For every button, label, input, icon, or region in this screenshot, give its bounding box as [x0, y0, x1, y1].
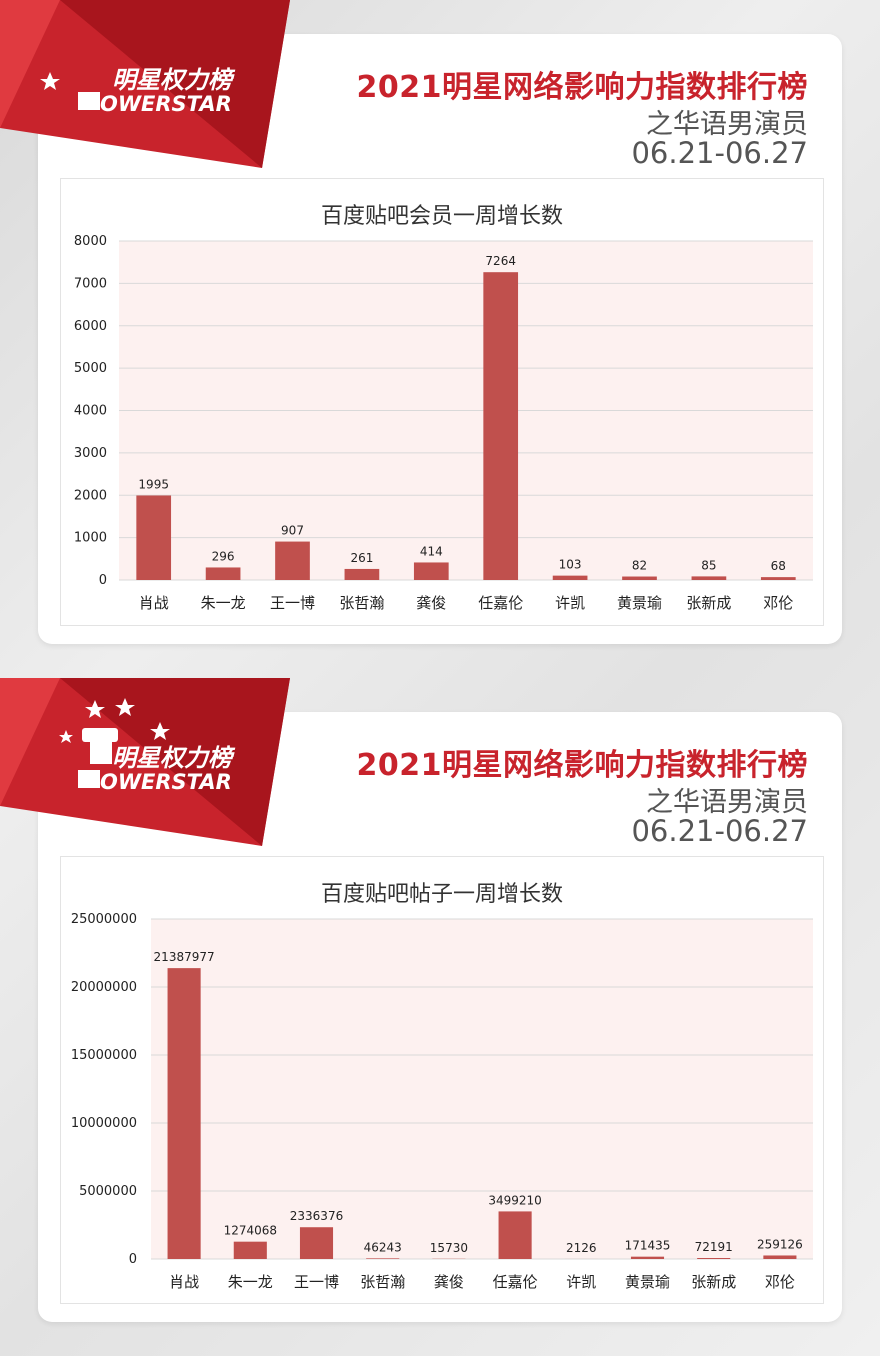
data-label: 296: [212, 549, 235, 563]
chart-box: 百度贴吧会员一周增长数 0 1000 2000 3000 4000 5000 6000 7000…: [60, 178, 824, 626]
data-label: 907: [281, 524, 304, 538]
header-title: 2021明星网络影响力指数排行榜: [356, 748, 808, 783]
header-subtitle: 之华语男演员: [646, 109, 808, 140]
data-label: 82: [632, 559, 647, 573]
y-tick-label: 2000: [74, 488, 107, 503]
bar: [691, 576, 727, 580]
y-tick-label: 15000000: [71, 1048, 137, 1063]
plot-area: [151, 919, 813, 1259]
data-label: 15730: [430, 1241, 468, 1255]
bar: [763, 1255, 797, 1259]
y-tick-label: 20000000: [71, 980, 137, 995]
bar: [552, 575, 588, 580]
category-label: 王一博: [294, 1273, 339, 1291]
bar: [630, 1256, 665, 1259]
data-label: 1995: [138, 477, 169, 491]
chart-title: 百度贴吧帖子一周增长数: [321, 882, 563, 907]
category-label: 龚俊: [434, 1273, 464, 1291]
category-label: 任嘉伦: [478, 594, 523, 612]
bar: [136, 495, 172, 580]
header-subtitle: 之华语男演员: [646, 787, 808, 818]
category-label: 张新成: [691, 1273, 736, 1291]
category-label: 黄景瑜: [617, 594, 662, 612]
y-tick-label: 4000: [74, 404, 107, 419]
data-label: 21387977: [154, 950, 215, 964]
logo-en-text: OWERSTAR: [100, 770, 232, 794]
data-label: 68: [771, 559, 786, 573]
bar: [697, 1258, 731, 1259]
y-tick-label: 8000: [74, 234, 107, 249]
bar: [498, 1211, 532, 1259]
category-label: 邓伦: [763, 594, 793, 612]
category-label: 朱一龙: [201, 594, 246, 612]
category-label: 黄景瑜: [625, 1273, 670, 1291]
data-label: 261: [350, 551, 373, 565]
header-title: 2021明星网络影响力指数排行榜: [356, 70, 808, 105]
y-tick-label: 25000000: [71, 912, 137, 927]
category-label: 朱一龙: [228, 1273, 273, 1291]
powerstar-logo: 明星权力榜 OWERSTAR: [0, 678, 290, 846]
data-label: 414: [420, 544, 443, 558]
bar: [167, 968, 201, 1259]
bar: [205, 567, 241, 580]
category-label: 肖战: [139, 594, 169, 612]
category-label: 许凯: [555, 594, 585, 612]
data-label: 3499210: [488, 1193, 541, 1207]
powerstar-logo: 明星权力榜 OWERSTAR: [0, 0, 290, 168]
y-tick-label: 3000: [74, 446, 107, 461]
y-tick-label: 5000000: [79, 1184, 137, 1199]
category-label: 邓伦: [765, 1273, 795, 1291]
category-label: 张新成: [686, 594, 731, 612]
bar-chart-posts: 百度贴吧帖子一周增长数 0 5000000 10000000 15000000 20000…: [71, 882, 813, 1291]
chart-panel-members: 明星权力榜 OWERSTAR 2021明星网络影响力指数排行榜 之华语男演员 0…: [0, 0, 880, 675]
bar: [344, 568, 380, 580]
logo-cn-text: 明星权力榜: [112, 744, 236, 772]
bar: [299, 1227, 334, 1259]
data-label: 2336376: [290, 1209, 343, 1223]
category-label: 王一博: [270, 594, 315, 612]
y-tick-label: 0: [99, 573, 107, 588]
bar: [483, 272, 519, 580]
y-tick-label: 7000: [74, 276, 107, 291]
bar: [233, 1241, 267, 1259]
y-tick-label: 0: [129, 1252, 137, 1267]
y-tick-label: 1000: [74, 531, 107, 546]
y-tick-label: 10000000: [71, 1116, 137, 1131]
bar-chart-members: 百度贴吧会员一周增长数 0 1000 2000 3000 4000 5000 6000 7000…: [74, 204, 813, 612]
category-label: 张哲瀚: [339, 594, 384, 612]
header-date-range: 06.21-06.27: [631, 814, 808, 848]
data-label: 72191: [695, 1240, 733, 1254]
y-tick-label: 5000: [74, 361, 107, 376]
y-tick-label: 6000: [74, 319, 107, 334]
data-label: 7264: [485, 254, 516, 268]
chart-box: 百度贴吧帖子一周增长数 0 5000000 10000000 15000000 20000…: [60, 856, 824, 1304]
bar: [366, 1258, 400, 1259]
data-label: 259126: [757, 1237, 803, 1251]
data-label: 103: [559, 558, 582, 572]
category-label: 张哲瀚: [360, 1273, 405, 1291]
chart-panel-posts: 明星权力榜 OWERSTAR 2021明星网络影响力指数排行榜 之华语男演员 0…: [0, 678, 880, 1356]
chart-title: 百度贴吧会员一周增长数: [321, 204, 563, 229]
data-label: 85: [701, 558, 716, 572]
bar: [275, 541, 310, 580]
data-label: 171435: [625, 1239, 671, 1253]
category-label: 许凯: [566, 1273, 596, 1291]
logo-cn-text: 明星权力榜: [112, 66, 236, 94]
logo-en-text: OWERSTAR: [100, 92, 232, 116]
bar: [622, 576, 657, 580]
category-label: 龚俊: [416, 594, 446, 612]
category-label: 肖战: [169, 1273, 199, 1291]
category-label: 任嘉伦: [493, 1273, 538, 1291]
bar: [413, 562, 449, 580]
data-label: 46243: [364, 1240, 402, 1254]
bar: [760, 577, 796, 580]
data-label: 1274068: [224, 1224, 277, 1238]
data-label: 2126: [566, 1241, 597, 1255]
header-date-range: 06.21-06.27: [631, 136, 808, 170]
